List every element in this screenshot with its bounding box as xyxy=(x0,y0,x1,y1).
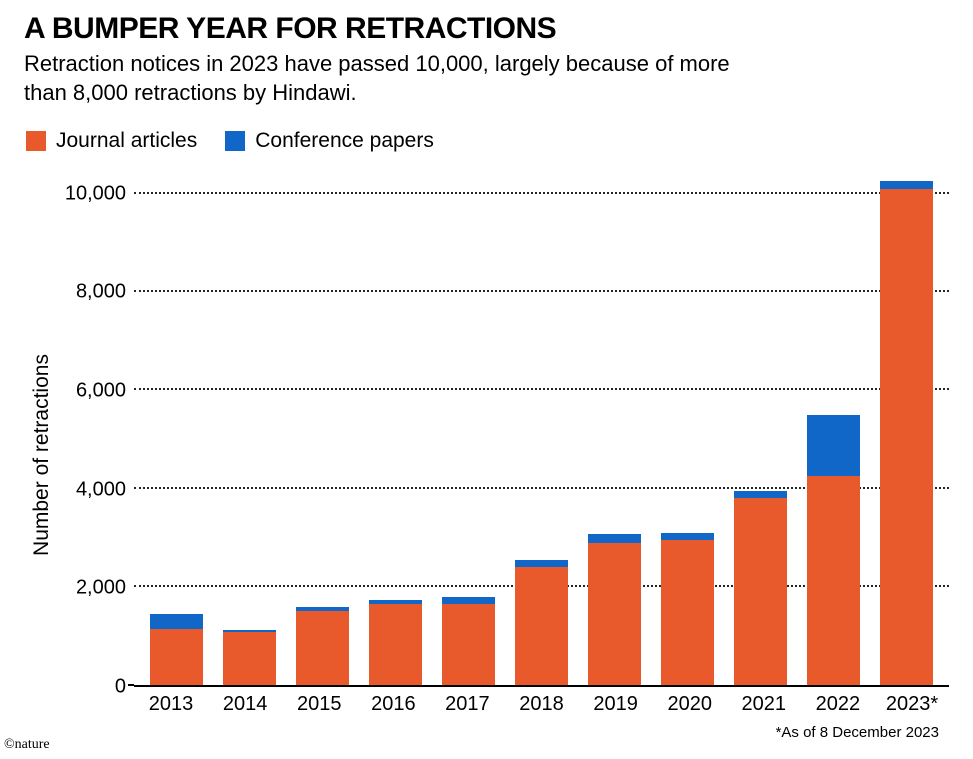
bar xyxy=(588,169,641,685)
bar xyxy=(223,169,276,685)
bar xyxy=(515,169,568,685)
chart-container: A BUMPER YEAR FOR RETRACTIONS Retraction… xyxy=(0,0,973,759)
y-tick-label: 10,000 xyxy=(65,182,126,205)
bar-segment-journal xyxy=(661,540,714,685)
legend-swatch-journal xyxy=(26,131,46,151)
x-tick-label: 2014 xyxy=(208,693,282,716)
x-tick-label: 2020 xyxy=(653,693,727,716)
bar-segment-journal xyxy=(734,498,787,685)
chart-body: Number of retractions 0 2,000 4,000 6,000 8,… xyxy=(24,169,949,741)
x-tick-label: 2018 xyxy=(504,693,578,716)
bar-segment-journal xyxy=(223,632,276,685)
bar-segment-journal xyxy=(807,476,860,685)
bar-slot xyxy=(651,169,724,685)
bar-segment-journal xyxy=(588,543,641,685)
legend-item-conference: Conference papers xyxy=(225,129,434,153)
y-axis-label-wrap: Number of retractions xyxy=(24,169,60,741)
y-tick-label: 6,000 xyxy=(76,380,126,403)
x-tick-label: 2017 xyxy=(430,693,504,716)
bar-slot xyxy=(870,169,943,685)
legend-label-journal: Journal articles xyxy=(56,129,197,153)
bar-segment-conference xyxy=(807,415,860,476)
bar-segment-conference xyxy=(150,614,203,629)
bar-segment-journal xyxy=(150,629,203,685)
bar-segment-journal xyxy=(880,189,933,685)
bar-segment-conference xyxy=(661,533,714,540)
bar-slot xyxy=(505,169,578,685)
legend-swatch-conference xyxy=(225,131,245,151)
y-tick-label: 0 xyxy=(115,676,126,699)
y-axis-label: Number of retractions xyxy=(30,354,54,556)
bar-segment-journal xyxy=(442,604,495,685)
bar xyxy=(880,169,933,685)
y-tick-label: 4,000 xyxy=(76,478,126,501)
footnote: *As of 8 December 2023 xyxy=(60,724,949,741)
bar xyxy=(369,169,422,685)
x-tick-label: 2019 xyxy=(579,693,653,716)
bar xyxy=(661,169,714,685)
bar-segment-conference xyxy=(880,181,933,188)
x-tick-label: 2013 xyxy=(134,693,208,716)
plot-area: 02,0004,0006,0008,00010,000 xyxy=(60,169,949,687)
bar-slot xyxy=(724,169,797,685)
bar-segment-conference xyxy=(515,560,568,567)
legend-item-journal: Journal articles xyxy=(26,129,197,153)
bar-slot xyxy=(578,169,651,685)
y-tick-label: 8,000 xyxy=(76,281,126,304)
bar-segment-journal xyxy=(369,604,422,685)
legend: Journal articles Conference papers xyxy=(26,129,949,153)
credit: ©nature xyxy=(4,737,50,753)
bar-slot xyxy=(797,169,870,685)
bar-segment-journal xyxy=(515,567,568,685)
y-tick-label: 2,000 xyxy=(76,577,126,600)
bar-segment-journal xyxy=(296,611,349,685)
bar-slot xyxy=(140,169,213,685)
bar-slot xyxy=(286,169,359,685)
bars-group xyxy=(134,169,949,685)
bars-area xyxy=(134,169,949,687)
bar xyxy=(296,169,349,685)
bar-segment-conference xyxy=(734,491,787,498)
bar xyxy=(442,169,495,685)
y-tick-column: 02,0004,0006,0008,00010,000 xyxy=(60,169,134,687)
bar-slot xyxy=(432,169,505,685)
chart-title: A BUMPER YEAR FOR RETRACTIONS xyxy=(24,12,949,46)
bar-slot xyxy=(359,169,432,685)
x-axis: 2013201420152016201720182019202020212022… xyxy=(60,687,949,716)
bar xyxy=(807,169,860,685)
bar xyxy=(150,169,203,685)
legend-label-conference: Conference papers xyxy=(255,129,434,153)
x-tick-label: 2023* xyxy=(875,693,949,716)
x-tick-label: 2015 xyxy=(282,693,356,716)
bar-segment-conference xyxy=(442,597,495,604)
x-tick-label: 2021 xyxy=(727,693,801,716)
chart-subtitle: Retraction notices in 2023 have passed 1… xyxy=(24,50,744,107)
x-tick-label: 2016 xyxy=(356,693,430,716)
plot-column: 0 2,000 4,000 6,000 8,000 10,000 201320142015… xyxy=(60,169,949,741)
bar xyxy=(734,169,787,685)
bar-slot xyxy=(213,169,286,685)
x-tick-label: 2022 xyxy=(801,693,875,716)
bar-segment-conference xyxy=(588,534,641,543)
